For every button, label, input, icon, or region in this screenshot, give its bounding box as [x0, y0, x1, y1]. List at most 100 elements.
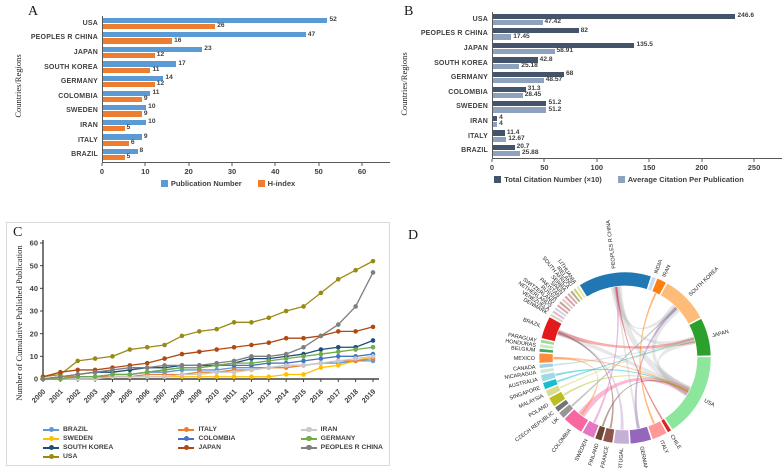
category-label: ITALY	[77, 136, 98, 144]
data-point	[266, 358, 272, 364]
legend-label: IRAN	[320, 426, 338, 433]
x-tick-label: 2011	[221, 387, 238, 404]
bar-row: JAPAN 135.5 58.91	[464, 41, 782, 56]
bar-row: IRAN 4 4	[470, 114, 782, 129]
arc-canada	[538, 362, 554, 369]
chord-peoples-r-china-usa	[610, 286, 692, 397]
arc-paraguay	[539, 338, 556, 346]
arc-chile	[660, 418, 672, 433]
x-tick-label: 2012	[238, 387, 256, 405]
data-point	[301, 358, 306, 364]
x-tick-label: 2016	[308, 387, 326, 405]
chord-japan-brazil	[556, 329, 696, 349]
data-point	[231, 344, 237, 350]
data-point	[58, 369, 63, 375]
legend-column: ITALY COLOMBIA JAPAN	[178, 426, 235, 460]
bar	[103, 105, 147, 111]
x-tick-label: 30	[227, 166, 237, 176]
category-label: GERMANY	[450, 74, 488, 82]
bar	[103, 46, 203, 52]
bar-row: GERMANY 68 48.57	[451, 70, 782, 85]
x-tick-label: 50	[314, 166, 323, 176]
bar	[493, 28, 579, 34]
legend-label: GERMANY	[320, 435, 356, 442]
bar	[103, 148, 138, 155]
country-label: BELGIUM	[511, 346, 536, 354]
chord-uk-south-korea	[570, 306, 678, 407]
arc-peoples-r-china	[579, 271, 652, 298]
bar	[103, 52, 155, 59]
bar-value-label: 10	[148, 103, 156, 111]
bar-value-label: 47.42	[544, 18, 562, 26]
legend-marker	[178, 444, 195, 451]
data-point	[58, 374, 63, 380]
x-tick-label: 2015	[290, 387, 308, 405]
legend-swatch	[160, 179, 168, 187]
data-point	[301, 335, 306, 341]
bar	[493, 13, 736, 19]
data-point	[335, 363, 341, 368]
data-point	[301, 304, 306, 309]
data-point	[335, 358, 341, 364]
chord-canada-japan	[553, 339, 695, 366]
country-label: IRAN	[662, 264, 673, 278]
arc-japan	[688, 318, 712, 357]
bar-value-label: 25.88	[522, 149, 539, 157]
chord-usa-japan	[657, 336, 696, 395]
line-series-italy	[40, 356, 376, 382]
bar	[493, 19, 543, 25]
y-tick-label: 40	[30, 284, 38, 293]
x-tick-label: 2001	[47, 387, 65, 405]
data-point	[266, 340, 272, 346]
bar-row: COLOMBIA 31.3 28.45	[448, 85, 782, 100]
chord-portugal-brazil	[557, 330, 624, 430]
country-label: SOUTH KOREA	[688, 266, 721, 298]
category-label: ITALY	[467, 132, 488, 140]
bar-rows: USA 52 26 PEOPLES R CHINA 47 16 JAPAN 23 12 SOUTH…	[31, 15, 390, 162]
line-chart-legend: BRAZIL SWEDEN SOUTH KOREA USA ITALY COLOMBIA J…	[43, 426, 383, 460]
bar-row: SWEDEN 10 9	[66, 103, 390, 119]
arc-denmark	[549, 313, 564, 324]
panel-b: B Countries/Regions USA 246.6 47.42 PEOPLES…	[396, 2, 782, 202]
category-label: IRAN	[470, 117, 488, 125]
data-point	[370, 338, 376, 343]
bar	[103, 111, 142, 117]
category-label: BRAZIL	[461, 147, 488, 155]
bar	[103, 134, 142, 140]
country-label: MEXICO	[514, 356, 535, 362]
bar-value-label: 58.91	[556, 47, 574, 55]
bar	[103, 125, 125, 132]
bar-value-label: 52	[329, 15, 337, 23]
line-series-peoples-r-china	[40, 270, 376, 382]
country-label: INDIA	[654, 259, 665, 275]
country-label: CANADA	[513, 364, 536, 372]
legend-label: BRAZIL	[63, 426, 88, 433]
bar-value-label: 5	[126, 153, 131, 161]
category-label: COLOMBIA	[58, 92, 98, 100]
data-point	[353, 304, 358, 309]
category-label: PEOPLES R CHINA	[420, 30, 488, 38]
x-tick-label: 0	[99, 166, 105, 176]
bar-value-label: 17.45	[513, 32, 530, 40]
arc-south-korea	[659, 282, 702, 325]
legend-item: SOUTH KOREA	[43, 444, 113, 451]
bar-value-label: 5	[126, 124, 131, 132]
data-point	[249, 320, 254, 325]
data-point	[162, 363, 167, 368]
panel-c-label: C	[13, 225, 23, 240]
x-tick-label: 2008	[169, 387, 187, 405]
bar	[103, 32, 306, 38]
data-point	[283, 308, 289, 314]
bar-value-label: 11.4	[506, 128, 520, 136]
panel-a-label: A	[28, 4, 39, 19]
category-label: USA	[82, 19, 98, 27]
chord-germany-peoples-r-china	[614, 286, 640, 430]
country-label: ITALY	[658, 439, 669, 455]
data-point	[301, 372, 306, 377]
bar-value-label: 12	[156, 51, 165, 59]
data-point	[231, 369, 237, 375]
bar-rows: USA 246.6 47.42 PEOPLES R CHINA 82 17.45 JAPAN…	[421, 12, 782, 158]
bar-value-label: 9	[143, 95, 148, 103]
legend-label: SOUTH KOREA	[63, 444, 114, 451]
